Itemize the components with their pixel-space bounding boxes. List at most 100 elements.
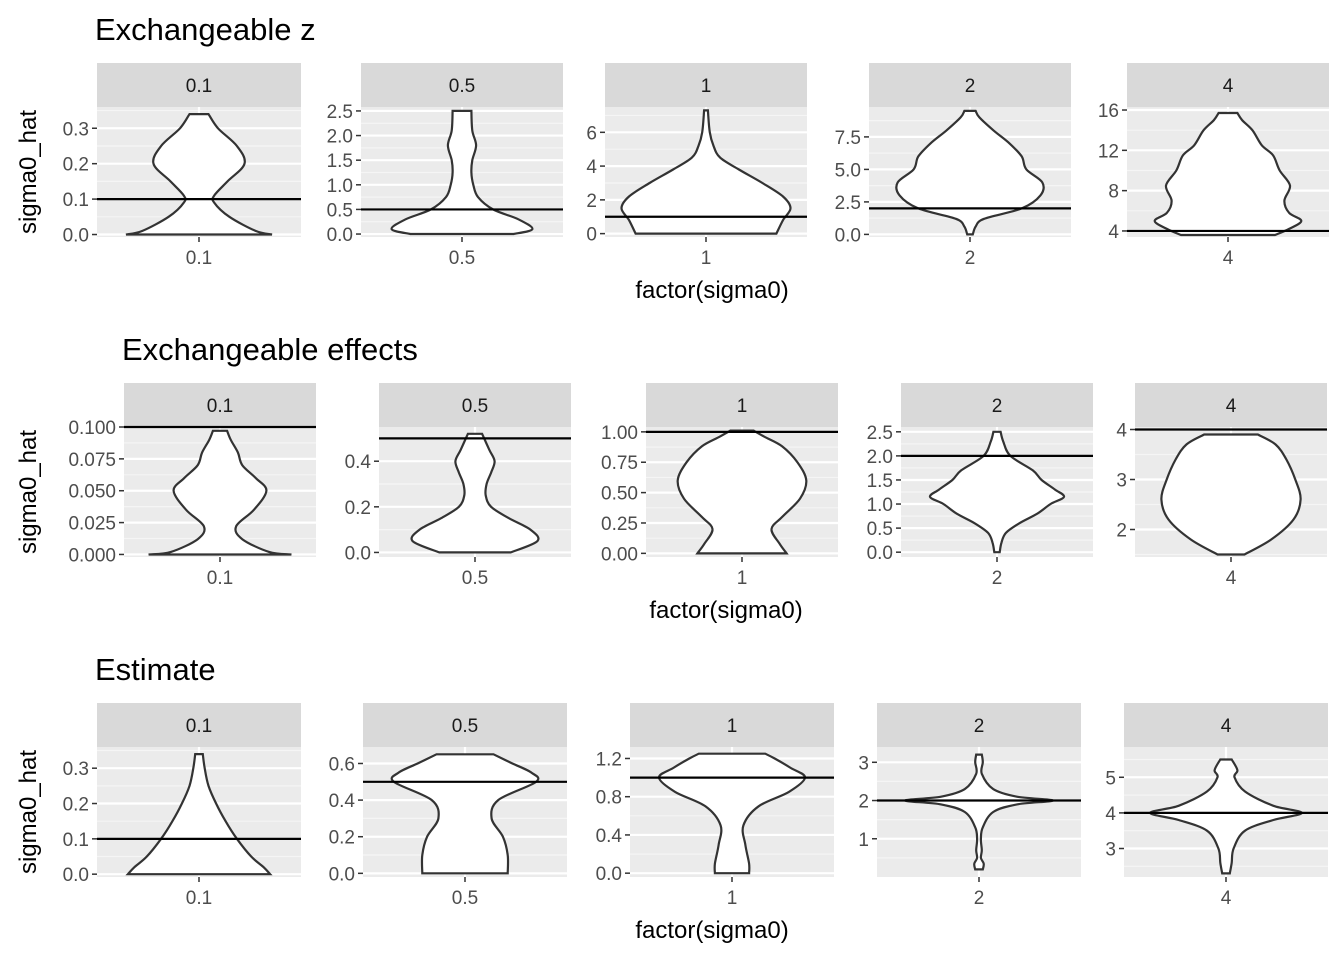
y-tick-label: 0.2	[63, 795, 89, 816]
y-tick-label: 0.1	[63, 190, 89, 211]
facet-strip	[97, 63, 301, 107]
chart-title: Exchangeable effects	[122, 332, 418, 367]
y-tick-label: 0.025	[68, 514, 116, 535]
x-tick-label: 4	[1223, 248, 1234, 269]
violin-shape	[148, 429, 292, 556]
panel: 2 1 2 3 2	[858, 703, 1081, 909]
facet-row-1: Exchangeable z sigma0_hat factor(sigma0) 0.…	[15, 12, 1329, 304]
facet-strip	[363, 703, 567, 747]
facet-strip-label: 1	[727, 716, 738, 737]
y-tick-label: 1.0	[867, 495, 893, 516]
y-tick-label: 0.050	[68, 482, 116, 503]
y-tick-label: 7.5	[835, 128, 861, 149]
violin-shape	[676, 429, 808, 555]
facet-strip-label: 4	[1221, 716, 1232, 737]
panel: 4 3 4 5 4	[1105, 703, 1328, 909]
chart-title: Exchangeable z	[95, 12, 316, 47]
x-tick-label: 1	[727, 888, 738, 909]
y-tick-label: 12	[1098, 141, 1119, 162]
y-tick-label: 3	[858, 753, 869, 774]
y-axis-label: sigma0_hat	[15, 750, 42, 874]
violin-shape	[620, 109, 792, 235]
y-tick-label: 2.0	[327, 127, 353, 148]
y-tick-label: 0.25	[601, 514, 638, 535]
panel: 1 0.0 0.4 0.8 1.2 1	[596, 703, 834, 909]
facet-strip	[1127, 63, 1329, 107]
x-tick-label: 4	[1226, 568, 1237, 589]
y-tick-label: 0.50	[601, 484, 638, 505]
y-tick-label: 0.2	[345, 498, 371, 519]
y-tick-label: 1.2	[596, 749, 622, 770]
y-tick-label: 0.0	[596, 864, 622, 885]
panel: 0.5 0.0 0.5 1.0 1.5 2.0 2.5 0.5	[327, 63, 563, 269]
panel: 1 0 2 4 6 1	[586, 63, 807, 269]
y-tick-label: 0.0	[835, 225, 861, 246]
x-tick-label: 2	[992, 568, 1003, 589]
x-tick-label: 0.1	[186, 888, 212, 909]
x-tick-label: 1	[701, 248, 712, 269]
y-tick-label: 2.5	[867, 423, 893, 444]
x-tick-label: 0.5	[452, 888, 478, 909]
violin-shape	[657, 752, 807, 875]
y-tick-label: 3	[1116, 471, 1127, 492]
facet-strip-label: 1	[701, 76, 712, 97]
facet-strip	[869, 63, 1071, 107]
y-tick-label: 0.5	[327, 200, 353, 221]
x-tick-label: 0.1	[186, 248, 212, 269]
facet-strip-label: 0.1	[186, 716, 212, 737]
facet-strip-label: 0.1	[186, 76, 212, 97]
violin-shape	[1153, 111, 1303, 237]
y-tick-label: 0.4	[345, 452, 372, 473]
y-tick-label: 8	[1108, 182, 1119, 203]
y-tick-label: 16	[1098, 101, 1119, 122]
facet-strip-label: 4	[1223, 76, 1234, 97]
facet-strip	[97, 703, 301, 747]
facet-strip-label: 2	[992, 396, 1003, 417]
y-tick-label: 5.0	[835, 160, 861, 181]
y-tick-label: 0.4	[329, 791, 356, 812]
panel: 0.5 0.0 0.2 0.4 0.6 0.5	[329, 703, 567, 909]
y-tick-label: 2	[1116, 521, 1127, 542]
y-tick-label: 0.100	[68, 418, 116, 439]
y-tick-label: 6	[586, 123, 597, 144]
violin-shape	[390, 109, 534, 236]
y-tick-label: 4	[1108, 222, 1119, 243]
x-tick-label: 0.5	[449, 248, 475, 269]
facet-strip-label: 0.5	[449, 76, 475, 97]
y-tick-label: 2	[586, 191, 597, 212]
facet-row-3: Estimatesigma0_hatfactor(sigma0)0.10.00.…	[15, 652, 1328, 944]
y-tick-label: 0.075	[68, 450, 116, 471]
x-axis-label: factor(sigma0)	[649, 597, 802, 624]
y-tick-label: 1.5	[867, 471, 893, 492]
y-tick-label: 0.0	[63, 226, 89, 247]
y-tick-label: 2.5	[835, 193, 861, 214]
facet-strip-label: 0.5	[452, 716, 478, 737]
y-tick-label: 0.0	[327, 225, 353, 246]
y-axis-label: sigma0_hat	[15, 430, 42, 554]
y-tick-label: 0.0	[867, 543, 893, 564]
x-tick-label: 1	[737, 568, 748, 589]
y-tick-label: 0	[586, 225, 597, 246]
facet-strip-label: 2	[965, 76, 976, 97]
panel: 0.1 0.0 0.1 0.2 0.3 0.1	[63, 63, 301, 269]
facet-strip	[630, 703, 834, 747]
y-tick-label: 0.0	[329, 864, 355, 885]
facet-strip	[901, 383, 1093, 427]
y-tick-label: 0.0	[345, 543, 371, 564]
y-tick-label: 0.2	[329, 828, 355, 849]
violin-shape	[1160, 433, 1302, 556]
y-tick-label: 5	[1105, 768, 1116, 789]
facet-row-2: Exchangeable effects sigma0_hat factor(sig…	[15, 332, 1327, 624]
violin-shape	[928, 430, 1066, 554]
chart-title: Estimate	[95, 652, 216, 687]
y-tick-label: 4	[1116, 421, 1127, 442]
y-tick-label: 0.2	[63, 155, 89, 176]
y-tick-label: 2.5	[327, 102, 353, 123]
x-tick-label: 0.5	[462, 568, 488, 589]
x-tick-label: 2	[974, 888, 985, 909]
facet-strip	[379, 383, 571, 427]
facet-strip	[1124, 703, 1328, 747]
y-tick-label: 0.1	[63, 830, 89, 851]
violin-shape	[390, 753, 540, 875]
panel: 0.1 0.000 0.025 0.050 0.075 0.100 0.1	[68, 383, 316, 589]
